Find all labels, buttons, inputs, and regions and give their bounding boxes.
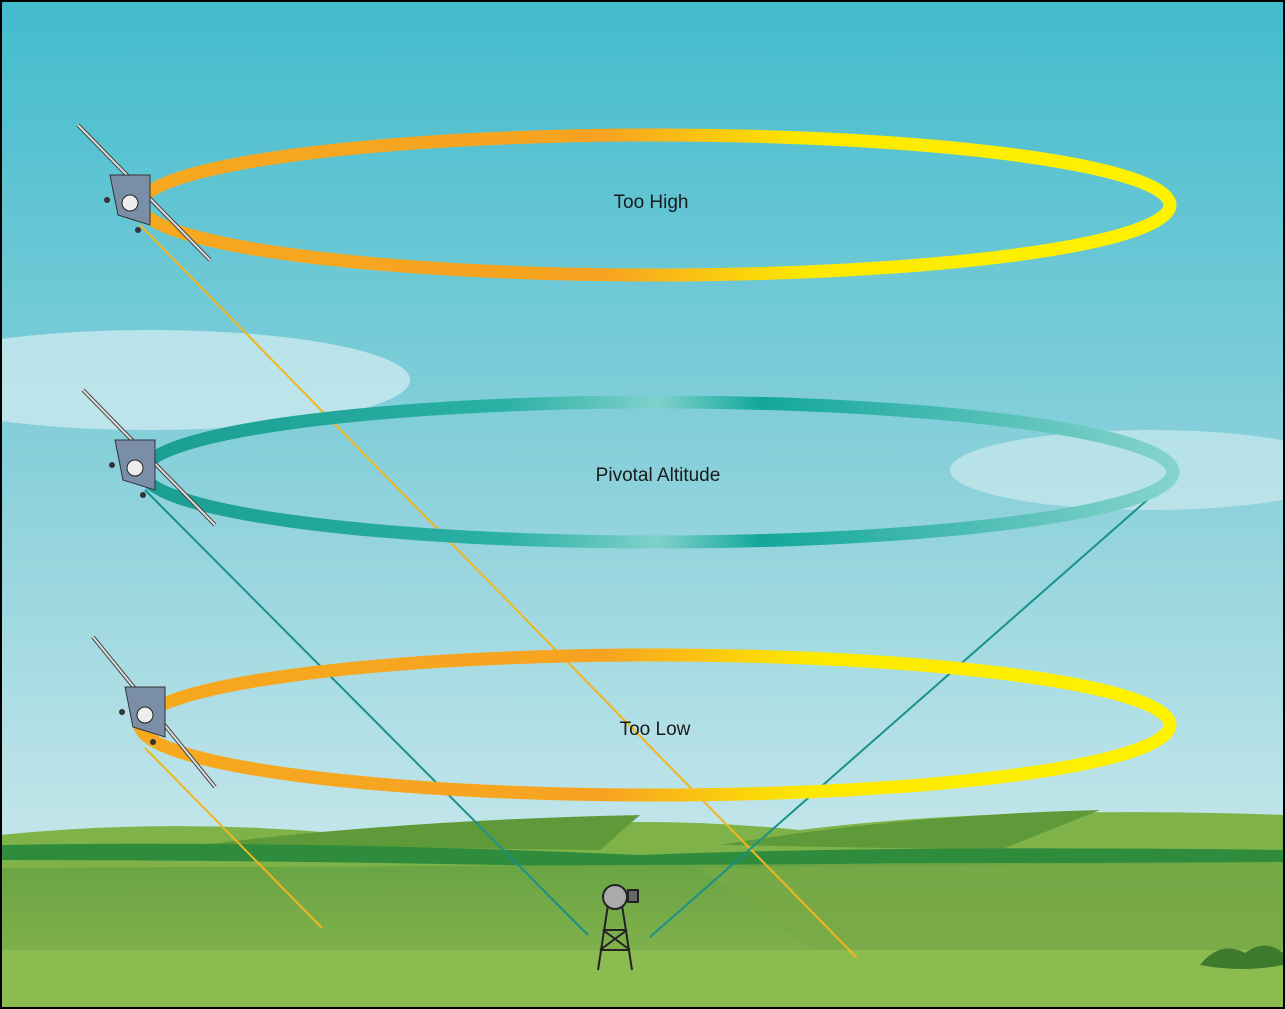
label-too-high: Too High xyxy=(614,192,689,213)
shape xyxy=(127,460,143,476)
shape xyxy=(109,462,115,468)
shape xyxy=(0,950,1285,1009)
label-pivotal-altitude: Pivotal Altitude xyxy=(596,465,721,486)
shape xyxy=(603,885,627,909)
shape xyxy=(137,707,153,723)
shape xyxy=(628,890,638,902)
page: Too High Pivotal Altitude Too Low (() =>… xyxy=(0,0,1285,1009)
shape xyxy=(104,197,110,203)
shape xyxy=(119,709,125,715)
shape xyxy=(150,739,156,745)
shape xyxy=(135,227,141,233)
shape xyxy=(140,492,146,498)
diagram: Too High Pivotal Altitude Too Low xyxy=(0,0,1285,1009)
label-too-low: Too Low xyxy=(620,719,691,740)
shape xyxy=(122,195,138,211)
